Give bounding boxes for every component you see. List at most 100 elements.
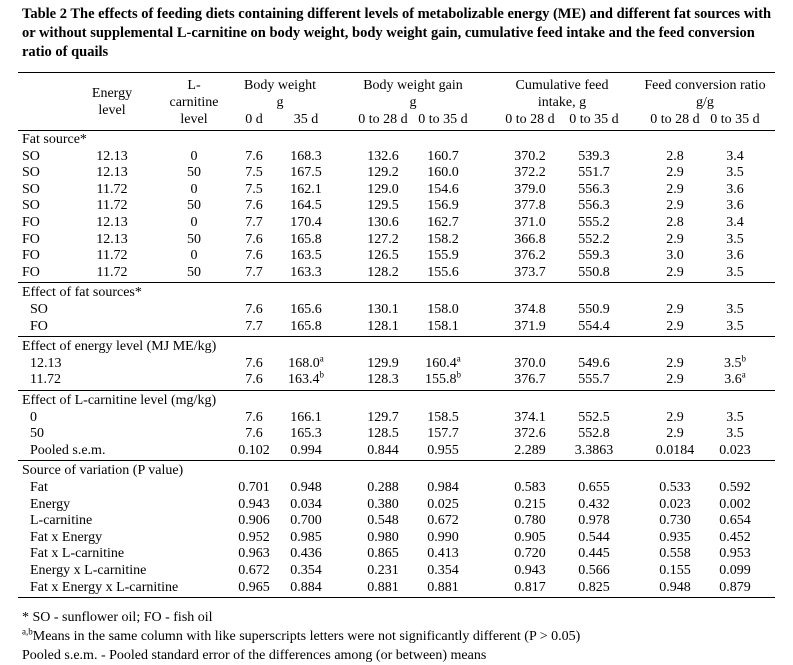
rule	[18, 130, 775, 131]
footnote: a,bMeans in the same column with like su…	[22, 627, 581, 646]
value-cell: 0.935	[659, 529, 691, 545]
value-cell: 160.7	[427, 148, 459, 164]
value-cell: 168.3	[290, 148, 322, 164]
row-label: SO	[22, 198, 40, 214]
row-label: SO	[30, 302, 48, 317]
value-cell: 129.9	[367, 355, 399, 371]
value-cell: 0.963	[238, 546, 270, 562]
footnote: Pooled s.e.m. - Pooled standard error of…	[22, 648, 486, 665]
value-cell: 158.2	[427, 231, 459, 247]
value-cell: 0.980	[367, 529, 399, 545]
value-cell: 0.583	[514, 480, 546, 495]
value-cell: 0.558	[659, 546, 691, 562]
energy-level: 12.13	[96, 215, 128, 230]
value-cell: 7.6	[245, 355, 263, 371]
group-header: g	[409, 95, 417, 110]
value-cell: 132.6	[367, 148, 399, 164]
value-cell: 0.0184	[655, 442, 695, 458]
value-cell: 168.0a	[273, 354, 339, 373]
cell-value: 3.6	[724, 372, 742, 388]
value-cell: 160.4a	[410, 354, 476, 373]
value-cell: 2.9	[666, 198, 684, 214]
value-cell: 0.655	[578, 480, 610, 495]
value-cell: 0.155	[659, 563, 691, 578]
value-cell: 555.7	[578, 372, 610, 388]
value-cell: 550.8	[578, 264, 610, 280]
value-cell: 0.102	[238, 442, 270, 458]
group-header: g	[276, 95, 284, 110]
value-cell: 2.8	[666, 215, 684, 230]
carnitine-level: 50	[187, 231, 201, 247]
footnote-text: Means in the same column with like super…	[32, 629, 581, 645]
footnote-text: * SO - sunflower oil; FO - fish oil	[22, 610, 213, 626]
value-cell: 374.8	[514, 302, 546, 317]
value-cell: 0.436	[290, 546, 322, 562]
energy-level: 11.72	[96, 181, 128, 197]
value-cell: 0.445	[578, 546, 610, 562]
row-label: FO	[22, 248, 40, 264]
rule	[18, 390, 775, 391]
value-cell: 0.023	[719, 442, 751, 458]
value-cell: 7.7	[245, 215, 263, 230]
value-cell: 376.2	[514, 248, 546, 264]
row-label: Fat x Energy	[30, 529, 103, 545]
value-cell: 2.9	[666, 231, 684, 247]
column-header: L-	[187, 78, 201, 93]
row-label: Fat x L-carnitine	[30, 546, 125, 562]
value-cell: 0.780	[514, 513, 546, 529]
value-cell: 2.9	[666, 426, 684, 442]
energy-level: 11.72	[96, 248, 128, 264]
carnitine-level: 50	[187, 198, 201, 214]
row-label: Energy	[30, 496, 71, 512]
row-label: Energy x L-carnitine	[30, 563, 147, 578]
row-label: L-carnitine	[30, 513, 93, 529]
value-cell: 559.3	[578, 248, 610, 264]
value-cell: 129.2	[367, 165, 399, 181]
value-cell: 162.7	[427, 215, 459, 230]
value-cell: 154.6	[427, 181, 459, 197]
value-cell: 555.2	[578, 215, 610, 230]
value-cell: 0.002	[719, 496, 751, 512]
energy-level: 12.13	[96, 148, 128, 164]
section-title: Fat source*	[22, 132, 87, 147]
value-cell: 2.9	[666, 318, 684, 334]
column-header: carnitine	[169, 95, 219, 110]
superscript: b	[741, 353, 747, 364]
row-label: 12.13	[30, 355, 62, 371]
value-cell: 158.0	[427, 302, 459, 317]
value-cell: 379.0	[514, 181, 546, 197]
value-cell: 0.548	[367, 513, 399, 529]
value-cell: 165.8	[290, 231, 322, 247]
value-cell: 2.9	[666, 181, 684, 197]
value-cell: 3.6	[726, 198, 744, 214]
value-cell: 158.1	[427, 318, 459, 334]
value-cell: 0.952	[238, 529, 270, 545]
row-label: 0	[30, 409, 37, 425]
value-cell: 128.2	[367, 264, 399, 280]
value-cell: 0.231	[367, 563, 399, 578]
value-cell: 0.990	[427, 529, 459, 545]
value-cell: 0.099	[719, 563, 751, 578]
value-cell: 0.943	[238, 496, 270, 512]
carnitine-level: 0	[190, 148, 198, 164]
value-cell: 0.884	[290, 579, 322, 595]
value-cell: 7.5	[245, 165, 263, 181]
value-cell: 0.879	[719, 579, 751, 595]
value-cell: 370.2	[514, 148, 546, 164]
value-cell: 0.948	[290, 480, 322, 495]
value-cell: 128.5	[367, 426, 399, 442]
footnote-text: Pooled s.e.m. - Pooled standard error of…	[22, 648, 487, 664]
value-cell: 552.2	[578, 231, 610, 247]
sub-header: 0 d	[245, 112, 263, 127]
row-label: 11.72	[30, 372, 61, 388]
value-cell: 7.6	[245, 426, 263, 442]
sub-header: 35 d	[293, 112, 319, 127]
superscript: b	[456, 369, 462, 380]
value-cell: 373.7	[514, 264, 546, 280]
value-cell: 3.5	[726, 318, 744, 334]
value-cell: 0.413	[427, 546, 459, 562]
column-header: level	[98, 103, 126, 118]
value-cell: 0.700	[290, 513, 322, 529]
value-cell: 7.6	[245, 248, 263, 264]
